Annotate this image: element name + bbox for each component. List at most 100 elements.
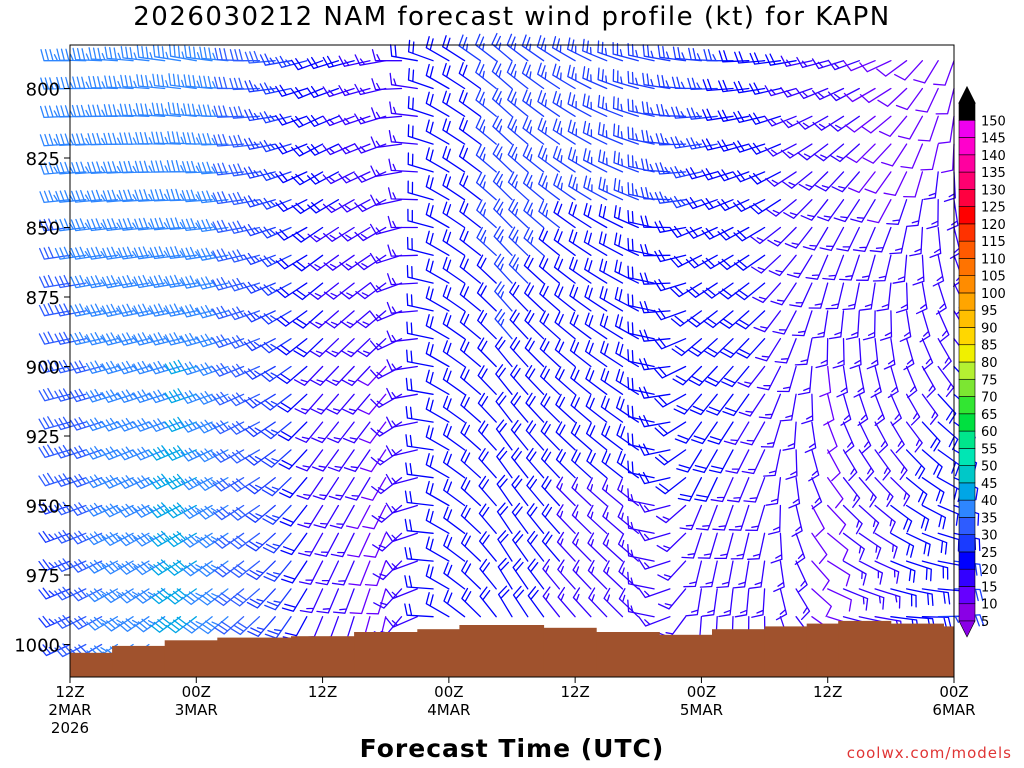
colorbar-label: 25 [981,546,998,561]
wind-barb [524,337,545,368]
wind-barb [458,117,482,145]
wind-barb [227,249,261,263]
wind-barb [747,532,766,560]
wind-barb [760,421,782,448]
colorbar-bottom-arrow [958,620,976,638]
wind-barb [638,501,671,513]
wind-barb [510,419,529,451]
wind-barb [212,191,245,205]
wind-barb [307,254,340,272]
wind-barb [101,332,134,346]
x-tick-label: 00Z [939,683,968,701]
wind-barb [689,393,718,416]
wind-barb [750,254,782,274]
wind-barb [495,364,513,395]
wind-barb [583,230,608,256]
wind-barb [627,43,655,62]
wind-barb [290,87,324,100]
wind-barb [640,215,671,229]
wind-barb [133,303,166,317]
wind-barb [846,143,876,164]
colorbar-label: 100 [981,287,1006,302]
wind-barb [149,587,182,605]
wind-barb [371,477,403,495]
wind-barb [614,286,639,312]
wind-barb [212,532,245,549]
wind-barb [494,281,513,312]
colorbar-segment [958,396,976,415]
wind-barb [497,585,513,618]
wind-barb [572,587,592,618]
wind-barb [425,63,450,90]
wind-barb [492,170,513,201]
wind-barb [101,303,134,318]
x-tick-label: 5MAR [680,701,723,719]
x-tick-label: 00Z [434,683,463,701]
wind-barb [213,560,245,578]
colorbar-segment [958,275,976,294]
colorbar-segment [958,534,976,553]
wind-barb [831,171,860,193]
wind-barb [259,338,292,354]
wind-barb [584,340,608,368]
wind-barb [475,116,497,145]
wind-barb [712,504,734,531]
wind-barb [117,560,150,575]
wind-barb [181,616,213,634]
colorbar-label: 145 [981,132,1006,147]
wind-barb [54,558,87,573]
wind-barbs-layer [38,32,985,661]
wind-barb [196,477,229,491]
wind-barb [685,254,718,269]
wind-barb [556,504,576,534]
wind-barb [54,331,87,345]
wind-barb [405,405,434,423]
wind-barb [857,393,869,426]
wind-barb [493,198,513,229]
wind-barb [370,393,403,408]
wind-barb [525,392,545,423]
colorbar-segment [958,344,976,363]
wind-barb [523,227,545,256]
wind-barb [371,78,403,91]
wind-barb [509,309,529,340]
wind-barb [72,76,103,90]
wind-barb [554,366,576,395]
wind-barb [542,558,561,590]
wind-barb [354,54,387,66]
wind-barb [88,47,119,62]
wind-barb [281,588,308,612]
wind-barb [496,502,513,534]
wind-barb [653,337,687,350]
wind-barb [389,72,418,90]
wind-barb [679,504,703,531]
wind-barb [899,310,912,342]
wind-barb [199,46,229,62]
wind-barb [183,103,213,117]
wind-barb [725,449,750,474]
wind-barb [920,143,939,171]
wind-barb [733,226,766,242]
wind-barb [443,534,466,562]
wind-barb [86,246,119,260]
wind-barb [827,504,847,535]
wind-barb [750,226,782,245]
wind-barb [720,338,750,359]
wind-barb [354,199,387,213]
wind-barb [937,310,950,343]
wind-barb [811,310,829,339]
wind-barb [386,301,418,314]
wind-barb [196,504,229,520]
wind-barb [491,88,513,117]
wind-barb [259,254,292,268]
wind-barb [213,105,245,118]
wind-barb [370,365,403,380]
wind-barb [213,588,245,607]
wind-barb [602,505,624,534]
wind-barb [117,588,150,604]
wind-barb [338,55,371,67]
wind-barb [685,226,718,239]
colorbar-label: 115 [981,235,1006,250]
wind-barb [615,341,639,368]
wind-barb [461,560,482,590]
